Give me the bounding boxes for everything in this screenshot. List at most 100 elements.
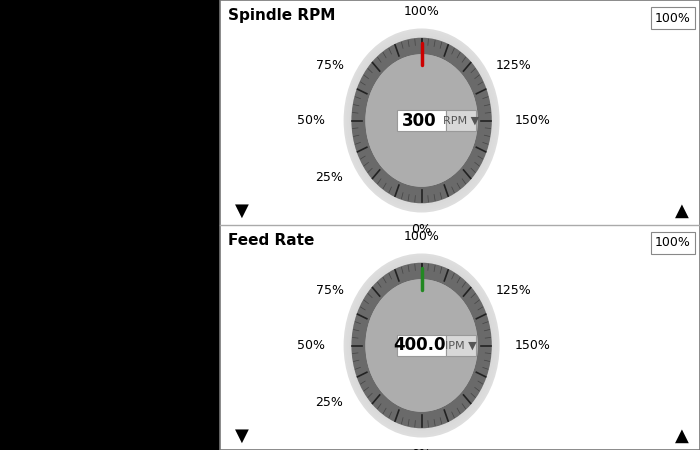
Ellipse shape xyxy=(415,333,428,349)
Ellipse shape xyxy=(393,83,451,152)
Ellipse shape xyxy=(377,292,466,397)
Text: 400.0: 400.0 xyxy=(393,337,445,355)
Ellipse shape xyxy=(417,110,426,121)
Ellipse shape xyxy=(367,56,476,185)
Ellipse shape xyxy=(388,79,455,158)
Ellipse shape xyxy=(374,65,468,176)
Ellipse shape xyxy=(383,75,461,166)
Ellipse shape xyxy=(351,263,492,428)
Ellipse shape xyxy=(394,313,449,378)
Ellipse shape xyxy=(356,267,488,424)
Ellipse shape xyxy=(384,77,458,164)
Ellipse shape xyxy=(389,81,455,160)
Ellipse shape xyxy=(365,279,478,412)
Ellipse shape xyxy=(359,47,484,194)
Ellipse shape xyxy=(420,343,424,348)
Ellipse shape xyxy=(368,282,475,409)
Ellipse shape xyxy=(374,64,469,175)
Ellipse shape xyxy=(397,313,447,372)
Ellipse shape xyxy=(383,300,461,392)
Ellipse shape xyxy=(408,104,435,137)
Ellipse shape xyxy=(396,90,447,150)
Ellipse shape xyxy=(379,294,464,395)
Ellipse shape xyxy=(365,54,478,187)
Text: 75%: 75% xyxy=(316,284,344,297)
Ellipse shape xyxy=(412,109,431,132)
FancyBboxPatch shape xyxy=(651,232,695,254)
Ellipse shape xyxy=(393,308,451,377)
Ellipse shape xyxy=(377,68,466,173)
Text: 100%: 100% xyxy=(404,230,440,243)
Ellipse shape xyxy=(386,301,458,386)
Ellipse shape xyxy=(417,335,426,346)
Ellipse shape xyxy=(365,279,478,412)
Ellipse shape xyxy=(346,256,498,435)
Ellipse shape xyxy=(390,81,453,155)
Ellipse shape xyxy=(365,279,478,412)
Ellipse shape xyxy=(401,93,442,141)
Ellipse shape xyxy=(392,311,451,380)
FancyBboxPatch shape xyxy=(447,335,476,356)
Ellipse shape xyxy=(379,295,465,396)
Ellipse shape xyxy=(419,112,424,118)
Bar xyxy=(220,0,700,450)
Text: 25%: 25% xyxy=(316,171,344,184)
Ellipse shape xyxy=(384,74,460,164)
Ellipse shape xyxy=(412,330,430,351)
Ellipse shape xyxy=(396,315,447,375)
Ellipse shape xyxy=(363,51,480,189)
Text: 50%: 50% xyxy=(297,114,325,127)
Text: ▼: ▼ xyxy=(235,202,249,220)
Ellipse shape xyxy=(361,274,482,417)
Ellipse shape xyxy=(372,287,471,403)
Ellipse shape xyxy=(392,86,451,155)
Ellipse shape xyxy=(386,79,456,162)
Ellipse shape xyxy=(386,76,458,161)
Ellipse shape xyxy=(363,276,480,414)
Ellipse shape xyxy=(349,261,494,431)
Ellipse shape xyxy=(373,63,470,178)
Ellipse shape xyxy=(406,98,438,135)
Ellipse shape xyxy=(399,316,444,369)
Ellipse shape xyxy=(408,329,435,362)
Text: 150%: 150% xyxy=(514,114,550,127)
Ellipse shape xyxy=(419,338,424,343)
Ellipse shape xyxy=(357,45,486,196)
Ellipse shape xyxy=(418,116,426,125)
Text: 100%: 100% xyxy=(655,237,691,249)
Ellipse shape xyxy=(404,100,439,141)
Ellipse shape xyxy=(374,289,469,400)
Ellipse shape xyxy=(390,306,453,380)
Ellipse shape xyxy=(416,338,428,352)
Ellipse shape xyxy=(347,33,496,208)
Ellipse shape xyxy=(402,323,441,369)
Ellipse shape xyxy=(406,327,438,364)
Ellipse shape xyxy=(354,40,490,201)
Ellipse shape xyxy=(420,118,424,123)
Text: Spindle RPM: Spindle RPM xyxy=(228,8,335,23)
Text: 0%: 0% xyxy=(412,223,432,235)
Ellipse shape xyxy=(398,93,445,148)
Ellipse shape xyxy=(369,284,475,408)
Ellipse shape xyxy=(346,31,498,210)
Text: RPM ▼: RPM ▼ xyxy=(442,116,479,126)
Ellipse shape xyxy=(359,272,484,419)
Ellipse shape xyxy=(344,28,500,212)
Ellipse shape xyxy=(373,288,470,403)
Ellipse shape xyxy=(351,263,492,428)
Text: 125%: 125% xyxy=(496,284,531,297)
Ellipse shape xyxy=(384,299,460,389)
Ellipse shape xyxy=(379,70,465,171)
Ellipse shape xyxy=(382,71,462,166)
Ellipse shape xyxy=(408,100,435,132)
Ellipse shape xyxy=(344,253,500,437)
Ellipse shape xyxy=(354,265,490,426)
Text: ▼: ▼ xyxy=(235,427,249,445)
Ellipse shape xyxy=(402,98,441,144)
Ellipse shape xyxy=(404,325,439,366)
Ellipse shape xyxy=(377,67,466,172)
Ellipse shape xyxy=(347,258,496,433)
Ellipse shape xyxy=(404,95,440,138)
Ellipse shape xyxy=(372,62,471,178)
Ellipse shape xyxy=(370,59,473,181)
